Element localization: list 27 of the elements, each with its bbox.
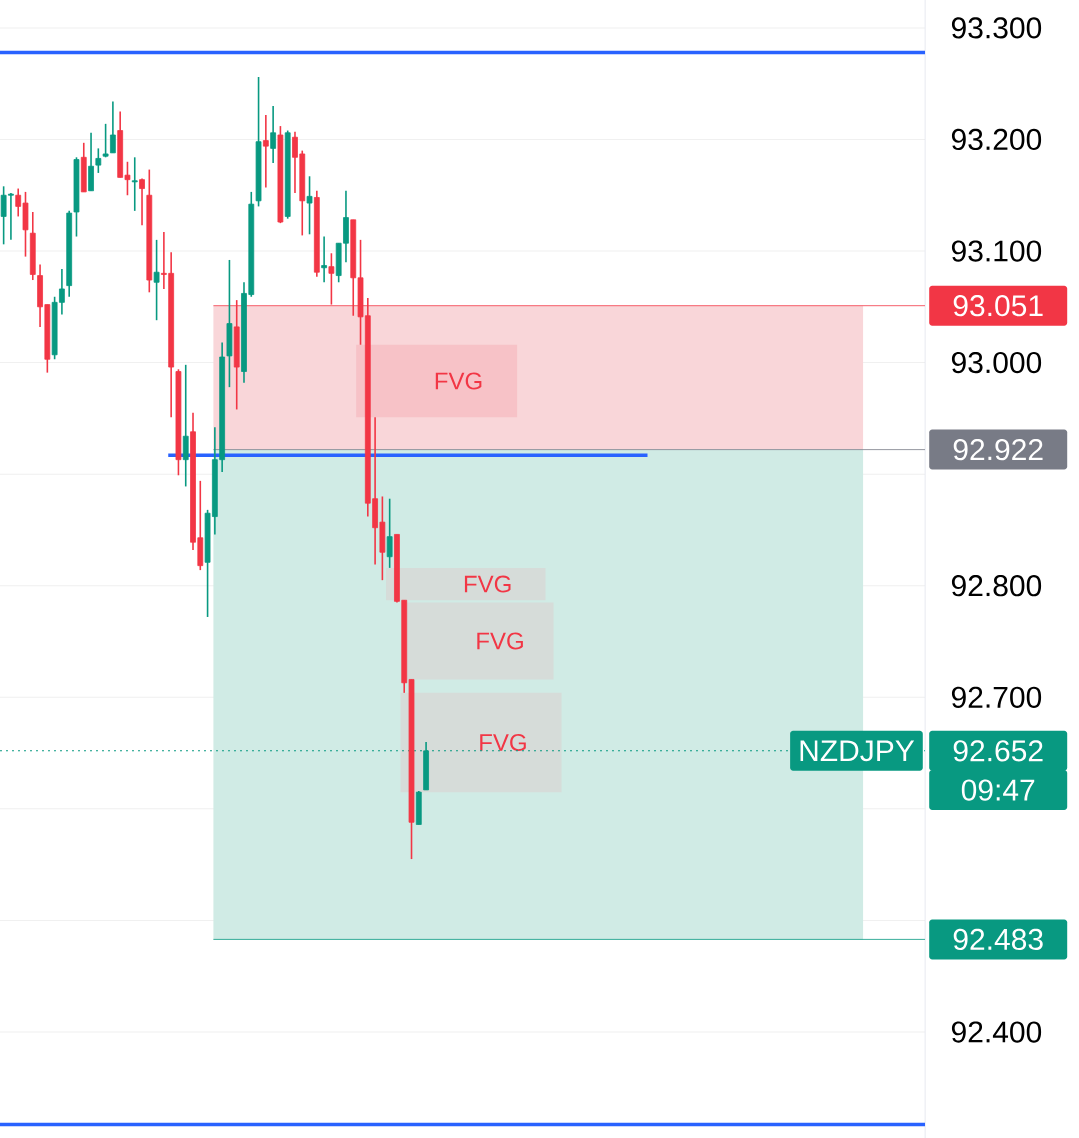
candlestick (139, 177, 145, 227)
text: 09:47 (961, 779, 1035, 801)
candlestick (182, 364, 189, 488)
y-tick-label: 93.100 (951, 240, 1042, 262)
candlestick (262, 114, 269, 189)
candlestick (306, 175, 313, 236)
y-tick-label: 93.000 (951, 351, 1042, 374)
band-label: FVG (480, 734, 526, 751)
annotation: NZDJPY (800, 740, 915, 762)
y-tick-label: 93.300 (951, 17, 1042, 39)
ref-line-label: 92.922 (953, 438, 1043, 461)
y-tick-label: 92.700 (951, 686, 1042, 708)
candlestick (153, 239, 160, 321)
band-label: FVG (477, 632, 523, 650)
ref-line-label: 93.051 (953, 295, 1043, 317)
candlestick (321, 235, 327, 284)
y-tick-label: 92.400 (951, 1021, 1042, 1043)
band-label: FVG (435, 372, 482, 390)
ref-line-label: 92.652 (953, 740, 1043, 762)
candlestick (270, 105, 276, 164)
y-tick-label: 93.200 (951, 128, 1042, 151)
candlestick (95, 147, 102, 174)
band-label: FVG (464, 575, 511, 593)
ref-line-label: 92.483 (953, 928, 1043, 951)
y-tick-label: 92.800 (951, 575, 1042, 597)
candlestick (131, 156, 138, 212)
candlestick (386, 497, 393, 569)
